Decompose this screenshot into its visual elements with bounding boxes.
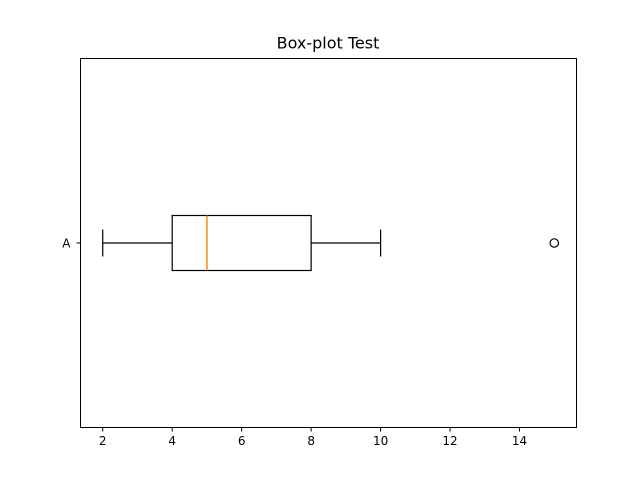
chart-title: Box-plot Test [277,34,380,53]
outlier-point [549,238,560,248]
box-group [102,214,560,272]
x-tick-label: 14 [512,434,527,448]
x-tick-label: 12 [442,434,457,448]
x-tick-label: 10 [373,434,388,448]
boxes-layer [102,214,560,272]
x-tick-label: 6 [238,434,246,448]
x-tick-label: 4 [168,434,176,448]
y-tick-label: A [62,237,71,251]
x-tick-label: 2 [99,434,107,448]
y-axis: A [62,237,81,251]
box-iqr [171,214,312,272]
x-axis: 2 4 6 8 10 12 14 [99,427,527,448]
x-tick-label: 8 [307,434,315,448]
